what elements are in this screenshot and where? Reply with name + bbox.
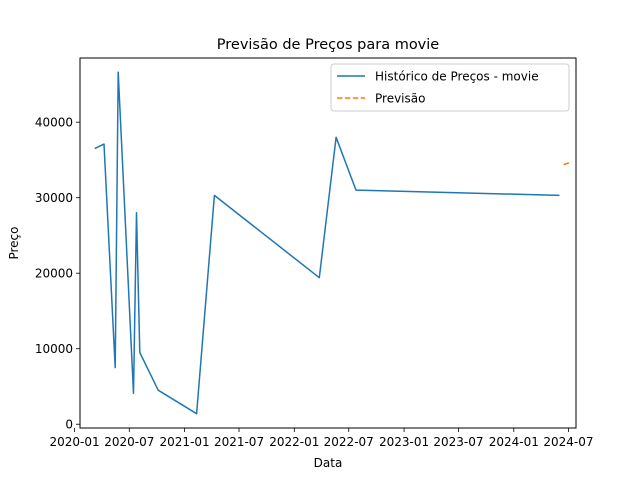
legend-label-historico: Histórico de Preços - movie [375, 70, 539, 84]
legend: Histórico de Preços - movie Previsão [330, 63, 570, 112]
x-tick-label: 2020-01 [50, 435, 100, 449]
y-tick-label: 40000 [35, 115, 73, 129]
y-axis: 0 10000 20000 30000 40000 [35, 115, 80, 432]
legend-box [330, 63, 570, 112]
plot-area [94, 71, 572, 415]
x-tick-label: 2021-01 [160, 435, 210, 449]
x-tick-label: 2022-07 [324, 435, 374, 449]
x-axis: 2020-01 2020-07 2021-01 2021-07 2022-01 2022-… [50, 428, 594, 449]
x-tick-label: 2024-07 [543, 435, 593, 449]
x-tick-label: 2022-01 [269, 435, 319, 449]
x-tick-label: 2024-01 [489, 435, 539, 449]
x-tick-label: 2020-07 [104, 435, 154, 449]
y-tick-label: 10000 [35, 342, 73, 356]
x-tick-label: 2023-07 [433, 435, 483, 449]
y-tick-label: 20000 [35, 267, 73, 281]
y-tick-label: 0 [65, 418, 73, 432]
y-axis-title: Preço [7, 226, 21, 259]
x-axis-title: Data [314, 456, 343, 470]
legend-label-previsao: Previsão [375, 92, 425, 106]
series-line-0 [94, 71, 560, 415]
y-tick-label: 30000 [35, 191, 73, 205]
plot-frame [79, 57, 577, 429]
x-tick-label: 2023-01 [379, 435, 429, 449]
chart-title: Previsão de Preços para movie [217, 37, 440, 53]
series-line-1 [563, 161, 572, 166]
x-tick-label: 2021-07 [214, 435, 264, 449]
